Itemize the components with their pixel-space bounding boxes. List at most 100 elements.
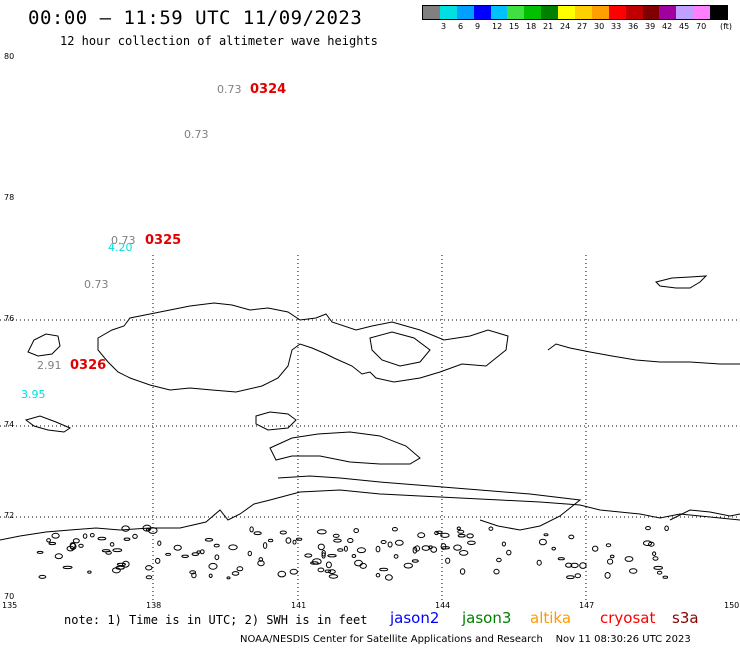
lake-outline <box>236 566 244 572</box>
lake-outline <box>652 556 659 561</box>
pass-id-label: 0326 <box>70 358 107 373</box>
lake-outline <box>208 573 213 578</box>
lon-label-141: 141 <box>291 601 307 610</box>
satellite-jason2: jason2 <box>390 609 440 627</box>
lake-outline <box>78 543 84 548</box>
legend-swatch <box>625 6 643 19</box>
lat-label-70: 70 <box>4 592 15 601</box>
lake-outline <box>213 543 220 548</box>
lon-label-135: 135 <box>2 601 18 610</box>
legend-label: 12 <box>492 22 503 31</box>
legend-label: 21 <box>543 22 554 31</box>
coast-mainland <box>0 489 740 541</box>
lake-outline <box>579 562 587 569</box>
lat-label-72: 72 <box>4 511 15 520</box>
legend-label: 42 <box>662 22 673 31</box>
legend-label: 9 <box>475 22 481 31</box>
legend-swatch <box>659 6 677 19</box>
lake-outline <box>347 538 354 543</box>
lake-outline <box>557 557 565 561</box>
lake-outline <box>204 538 214 542</box>
lake-outline <box>353 528 360 534</box>
lake-outline <box>226 576 231 580</box>
lake-outline <box>157 540 162 546</box>
lake-outline <box>565 562 573 568</box>
lake-outline <box>262 542 268 549</box>
lake-outline <box>295 537 303 541</box>
lake-outline <box>145 565 153 571</box>
lake-outline <box>324 569 332 573</box>
lake-outline <box>501 541 506 547</box>
lake-outline <box>570 562 579 569</box>
lake-outline <box>72 538 80 544</box>
legend-unit: (ft) <box>720 22 733 31</box>
lake-outline <box>181 554 189 558</box>
lake-outline <box>441 546 450 550</box>
lake-outline <box>607 558 614 565</box>
lake-outline <box>310 561 319 565</box>
legend-label: 45 <box>679 22 690 31</box>
lake-outline <box>453 544 462 551</box>
legend-swatch <box>524 6 542 19</box>
lake-outline <box>359 562 367 569</box>
legend-label: 6 <box>458 22 464 31</box>
wave-height-legend <box>422 5 728 20</box>
satellite-altika: altika <box>530 609 572 627</box>
swh-observation: 3.95 <box>21 388 46 401</box>
lat-label-78: 78 <box>4 193 15 202</box>
lake-outline <box>101 549 111 553</box>
lake-outline <box>145 575 153 580</box>
lake-outline <box>605 543 612 548</box>
satellite-cryosat: cryosat <box>600 609 656 627</box>
lake-outline <box>403 562 413 569</box>
lake-outline <box>379 567 389 572</box>
legend-label: 36 <box>628 22 639 31</box>
lake-outline <box>327 554 337 558</box>
lake-outline <box>208 562 218 570</box>
map-subtitle: 12 hour collection of altimeter wave hei… <box>60 34 378 48</box>
coast-kolyma-gulf <box>669 509 740 521</box>
lake-outline <box>351 554 357 558</box>
lake-outline <box>109 542 115 547</box>
lake-outline <box>46 538 51 543</box>
legend-label: 3 <box>441 22 447 31</box>
lake-outline <box>652 551 657 557</box>
lake-outline <box>653 565 664 570</box>
lake-outline <box>574 573 581 579</box>
legend-label: 18 <box>526 22 537 31</box>
credit-text: NOAA/NESDIS Center for Satellite Applica… <box>240 634 543 645</box>
lake-outline <box>664 525 669 532</box>
legend-swatch <box>473 6 491 19</box>
lake-outline <box>488 526 494 531</box>
swh-observation: 0.73 <box>217 83 242 96</box>
lake-outline <box>414 545 421 552</box>
coast-bennett-island <box>655 275 708 289</box>
lake-outline <box>568 534 575 540</box>
lake-outline <box>536 559 542 566</box>
lake-outline <box>321 552 326 559</box>
lat-label-80: 80 <box>4 52 15 61</box>
lake-outline <box>191 572 197 579</box>
tundra-lakes <box>36 524 669 581</box>
coastlines <box>0 275 740 541</box>
legend-swatch <box>591 6 609 19</box>
lake-outline <box>317 567 325 573</box>
lake-outline <box>247 550 253 557</box>
lake-outline <box>456 526 461 531</box>
lake-outline <box>304 553 313 558</box>
lake-outline <box>387 541 393 548</box>
footer-note: note: 1) Time is in UTC; 2) SWH is in fe… <box>64 613 368 627</box>
lat-label-74: 74 <box>4 420 15 429</box>
legend-label: 15 <box>509 22 520 31</box>
lake-outline <box>538 538 547 546</box>
lake-outline <box>436 530 443 534</box>
lake-outline <box>196 550 201 554</box>
lon-label-147: 147 <box>579 601 595 610</box>
lon-label-144: 144 <box>435 601 451 610</box>
lake-outline <box>328 569 336 574</box>
legend-swatch <box>439 6 457 19</box>
lake-outline <box>87 570 92 574</box>
legend-swatch <box>456 6 474 19</box>
pass-id-label: 0324 <box>250 82 287 97</box>
lake-outline <box>394 539 404 546</box>
